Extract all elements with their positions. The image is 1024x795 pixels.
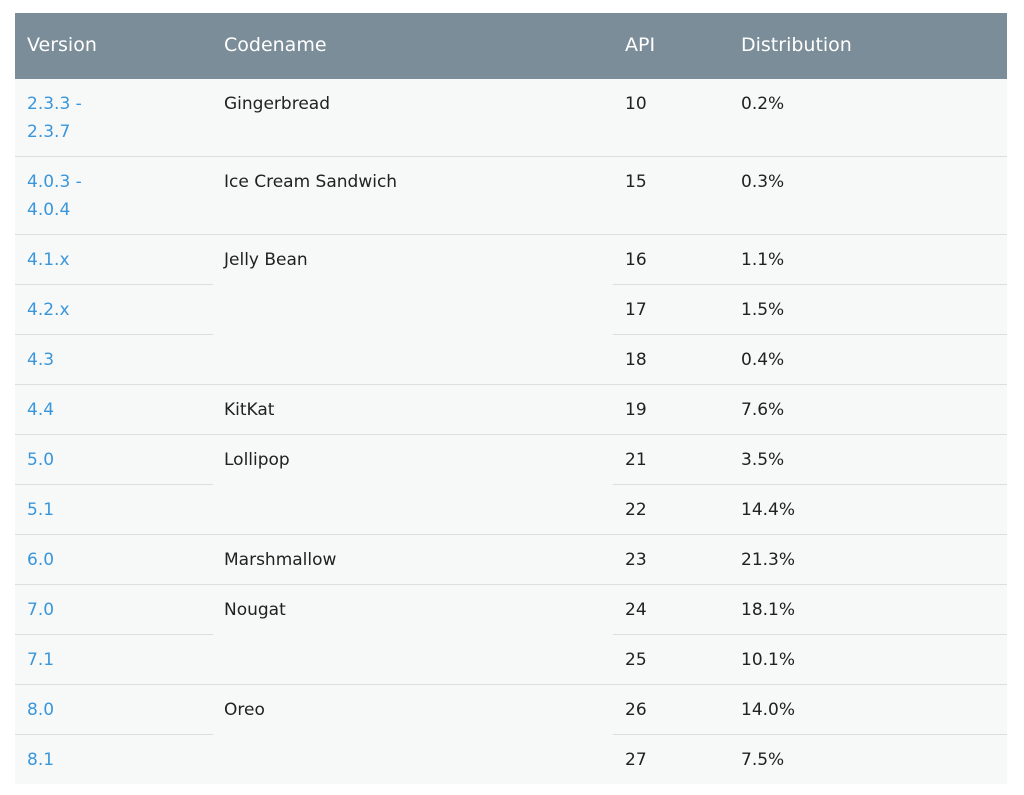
version-link[interactable]: 8.0 — [27, 700, 55, 720]
api-cell: 21 — [625, 450, 647, 470]
distribution-cell: 21.3% — [741, 550, 796, 570]
api-cell: 17 — [625, 300, 647, 320]
distribution-cell: 0.3% — [741, 172, 785, 192]
api-cell: 27 — [625, 750, 647, 770]
api-cell: 23 — [625, 550, 647, 570]
row-divider — [613, 734, 1007, 735]
table-header: Version Codename API Distribution — [15, 13, 1007, 79]
version-link[interactable]: 4.4 — [27, 400, 55, 420]
row-divider — [15, 334, 213, 335]
api-cell: 19 — [625, 400, 647, 420]
version-link[interactable]: 2.3.3 - — [27, 94, 82, 114]
row-divider — [15, 484, 213, 485]
row-divider — [15, 534, 1007, 535]
codename-cell: Nougat — [224, 600, 286, 620]
api-cell: 15 — [625, 172, 647, 192]
version-link[interactable]: 4.1.x — [27, 250, 70, 270]
codename-cell: Oreo — [224, 700, 265, 720]
version-link[interactable]: 2.3.7 — [27, 122, 71, 142]
header-version: Version — [27, 34, 97, 56]
version-link[interactable]: 4.3 — [27, 350, 55, 370]
android-distribution-table: Version Codename API Distribution 2.3.3 … — [15, 13, 1007, 784]
codename-cell: Ice Cream Sandwich — [224, 172, 398, 192]
api-cell: 10 — [625, 94, 647, 114]
row-divider — [15, 734, 213, 735]
codename-cell: Jelly Bean — [224, 250, 308, 270]
row-divider — [15, 684, 1007, 685]
header-api: API — [625, 34, 656, 56]
row-divider — [613, 284, 1007, 285]
version-link[interactable]: 8.1 — [27, 750, 55, 770]
row-divider — [15, 156, 1007, 157]
version-link[interactable]: 7.1 — [27, 650, 55, 670]
distribution-cell: 3.5% — [741, 450, 785, 470]
distribution-cell: 14.0% — [741, 700, 796, 720]
version-link[interactable]: 7.0 — [27, 600, 55, 620]
row-divider — [15, 434, 1007, 435]
row-divider — [15, 634, 213, 635]
row-divider — [15, 384, 1007, 385]
distribution-cell: 0.2% — [741, 94, 785, 114]
distribution-cell: 7.5% — [741, 750, 785, 770]
header-distribution: Distribution — [741, 34, 852, 56]
api-cell: 16 — [625, 250, 647, 270]
api-cell: 24 — [625, 600, 647, 620]
codename-cell: Lollipop — [224, 450, 290, 470]
version-link[interactable]: 4.0.4 — [27, 200, 71, 220]
distribution-cell: 18.1% — [741, 600, 796, 620]
version-link[interactable]: 5.0 — [27, 450, 55, 470]
version-link[interactable]: 5.1 — [27, 500, 55, 520]
codename-cell: Gingerbread — [224, 94, 330, 114]
codename-cell: KitKat — [224, 400, 275, 420]
api-cell: 26 — [625, 700, 647, 720]
distribution-cell: 0.4% — [741, 350, 785, 370]
row-divider — [613, 634, 1007, 635]
codename-cell: Marshmallow — [224, 550, 337, 570]
version-link[interactable]: 6.0 — [27, 550, 55, 570]
row-divider — [15, 284, 213, 285]
distribution-cell: 1.5% — [741, 300, 785, 320]
version-link[interactable]: 4.2.x — [27, 300, 70, 320]
row-divider — [15, 234, 1007, 235]
distribution-cell: 10.1% — [741, 650, 796, 670]
api-cell: 25 — [625, 650, 647, 670]
header-codename: Codename — [224, 34, 327, 56]
api-cell: 18 — [625, 350, 647, 370]
distribution-cell: 1.1% — [741, 250, 785, 270]
distribution-cell: 7.6% — [741, 400, 785, 420]
row-divider — [613, 484, 1007, 485]
api-cell: 22 — [625, 500, 647, 520]
version-link[interactable]: 4.0.3 - — [27, 172, 82, 192]
distribution-cell: 14.4% — [741, 500, 796, 520]
row-divider — [15, 584, 1007, 585]
row-divider — [613, 334, 1007, 335]
